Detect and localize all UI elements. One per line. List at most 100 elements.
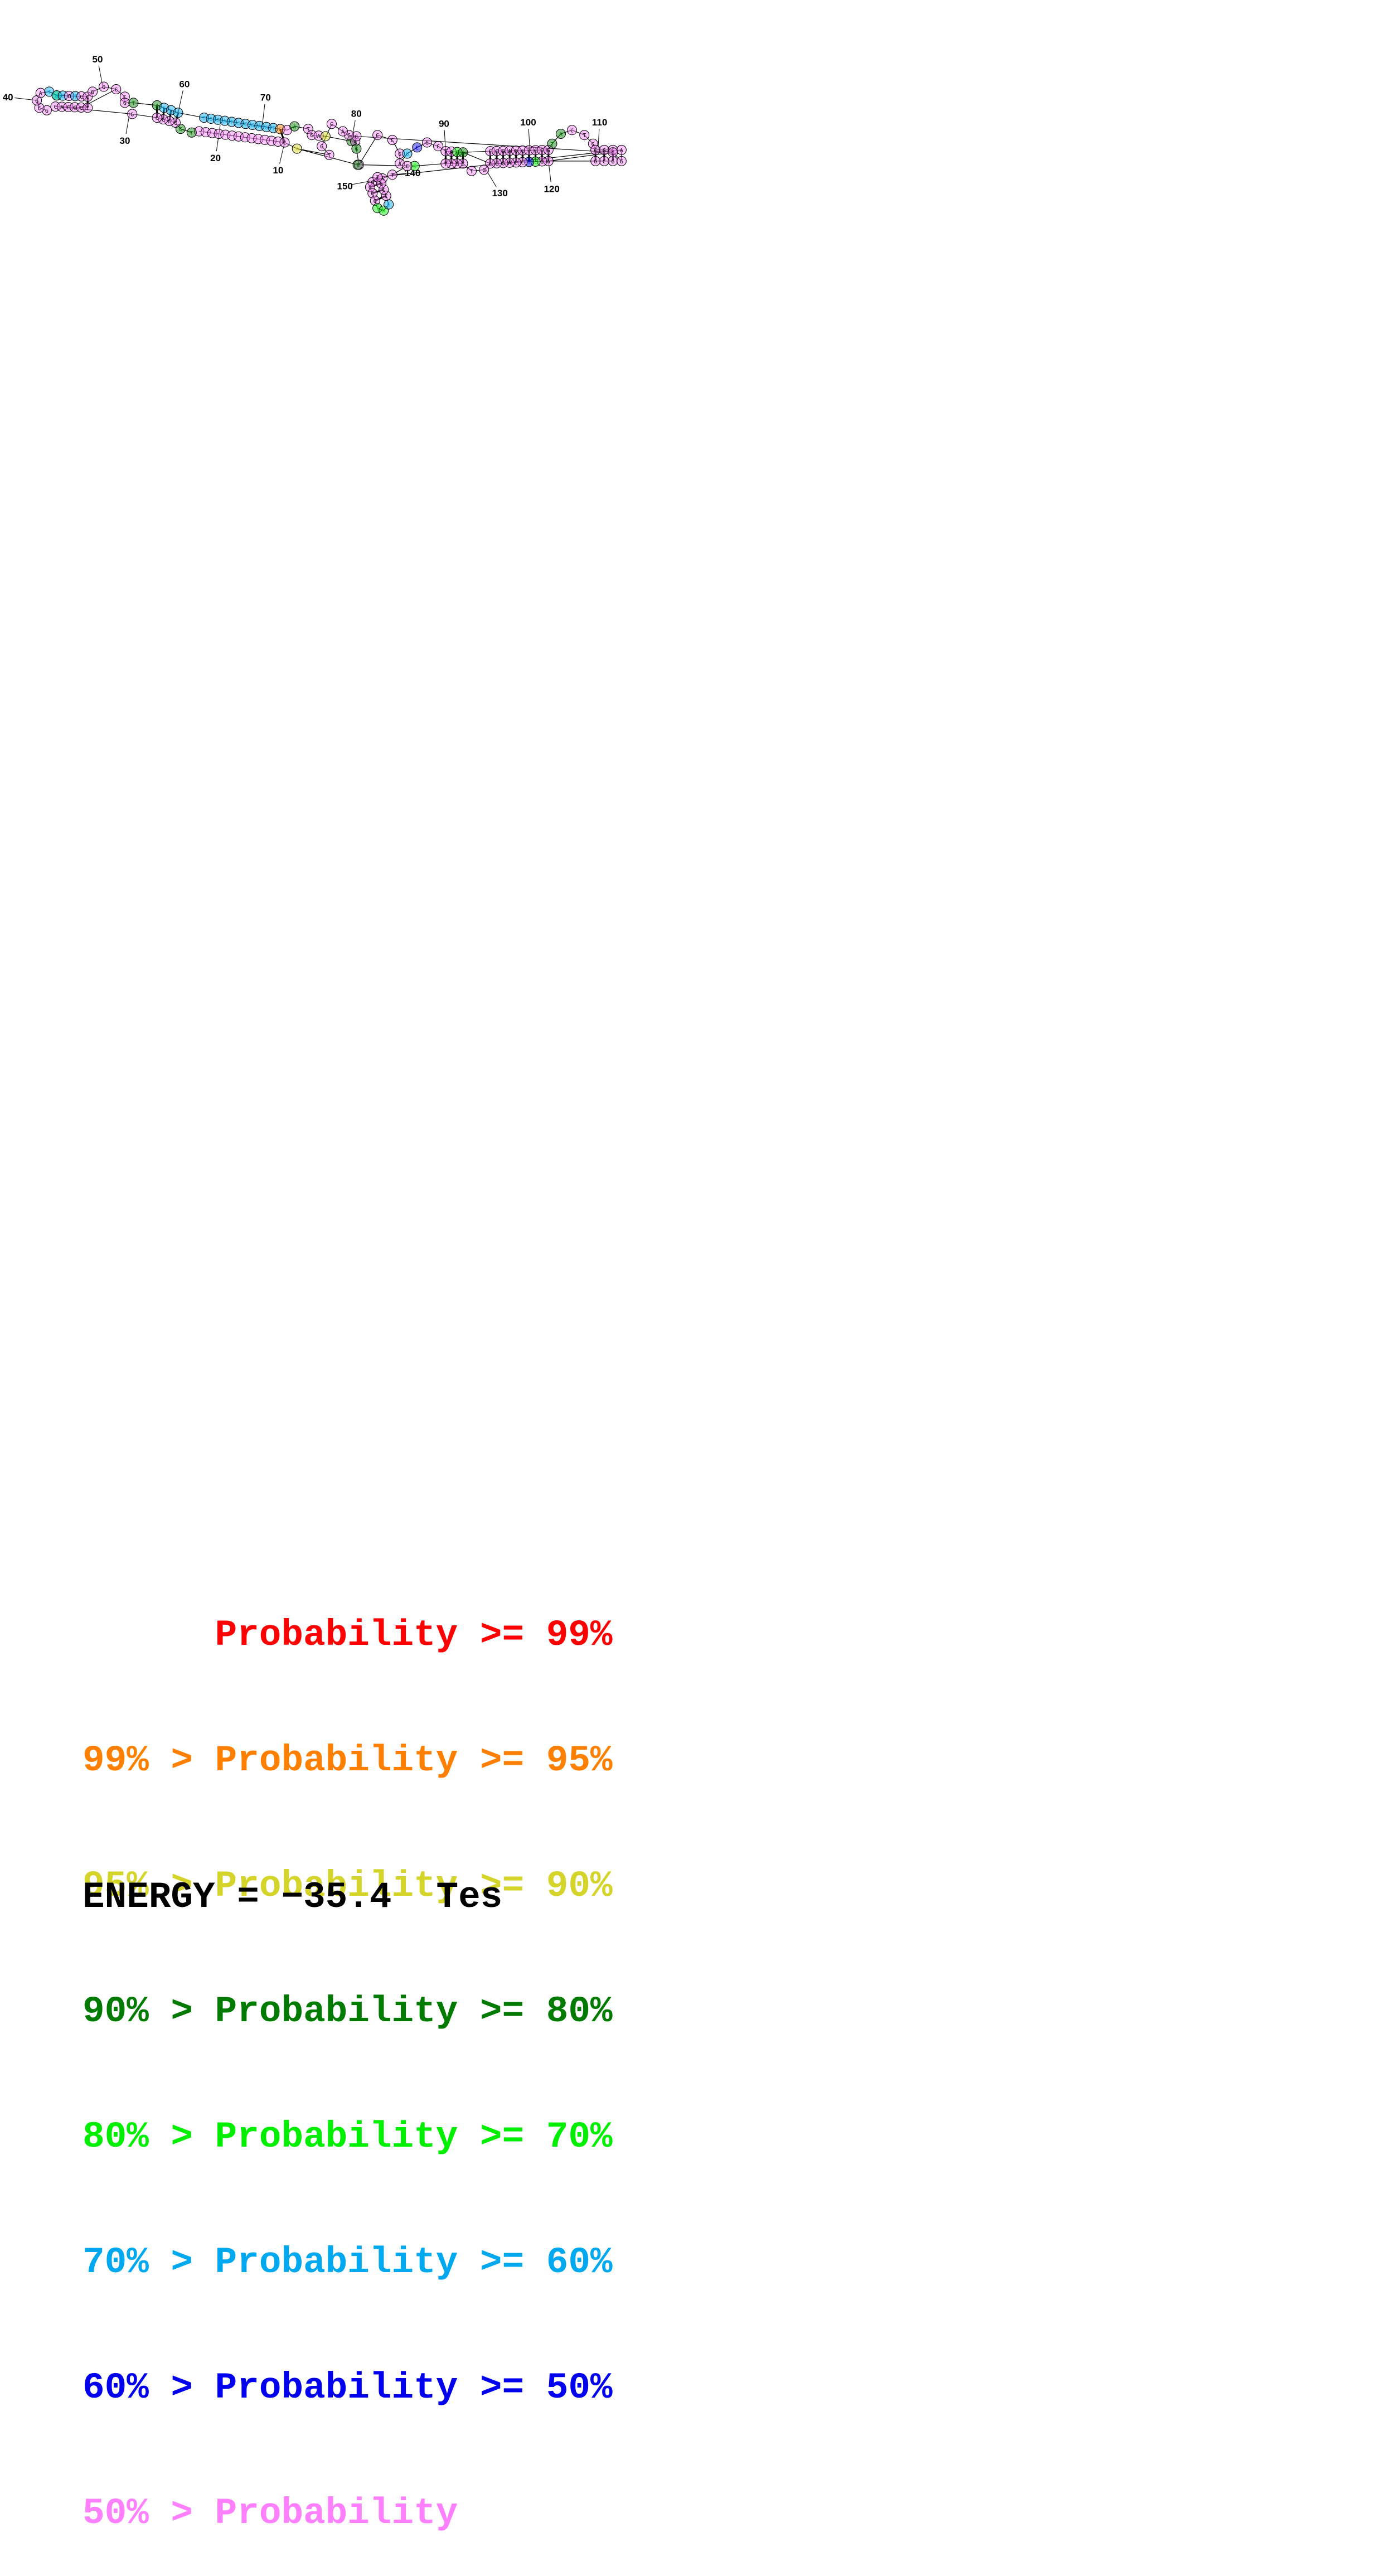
nucleotide-letter: A <box>317 133 321 139</box>
legend-row: 99% > Probability >= 95% <box>83 1740 613 1781</box>
nucleotide-letter: G <box>515 148 518 154</box>
nucleotide-letter: A <box>293 124 296 130</box>
nucleotide-letter: G <box>162 105 166 112</box>
nucleotide-letter: C <box>495 149 498 155</box>
nucleotide-letter: G <box>320 144 323 150</box>
nucleotide: T <box>353 160 362 170</box>
nucleotide-letter: T <box>86 105 89 112</box>
nucleotide-letter: C <box>38 105 41 112</box>
nucleotide-letter: C <box>385 193 388 200</box>
structure-name: Tes <box>437 1876 503 1918</box>
legend-row: 90% > Probability >= 80% <box>83 1991 613 2032</box>
nucleotide-letter: G <box>547 148 550 154</box>
nucleotide-letter: G <box>461 150 464 156</box>
nucleotide-letter: C <box>324 134 327 140</box>
nucleotide-letter: C <box>603 159 606 165</box>
nucleotide-letter: C <box>521 160 524 166</box>
nucleotide: A <box>36 88 45 98</box>
nucleotide-letter: G <box>413 164 416 170</box>
nucleotide-letter: G <box>603 148 606 154</box>
nucleotide: C <box>280 138 289 147</box>
nucleotide-letter: C <box>570 128 574 134</box>
legend-prefix: 70% > <box>83 2241 215 2283</box>
nucleotide: T <box>387 170 397 180</box>
legend-prefix: 50% > <box>83 2492 215 2534</box>
nucleotide: T <box>467 166 477 176</box>
nucleotide-letter: G <box>35 98 38 104</box>
nucleotide-letter: A <box>508 161 511 167</box>
nucleotide-letter: G <box>502 149 505 155</box>
position-label: 80 <box>351 109 362 119</box>
nucleotide-letter: T <box>190 130 193 137</box>
nucleotide-letter: C <box>80 105 83 112</box>
nucleotide: G <box>617 156 626 166</box>
nucleotide-letter: G <box>594 159 597 165</box>
nucleotide: T <box>373 172 382 182</box>
nucleotide: C <box>608 148 618 157</box>
nucleotide-letter: T <box>391 172 394 178</box>
nucleotide-letter: C <box>521 148 524 154</box>
nucleotide: G <box>423 138 432 147</box>
nucleotide-letter: G <box>425 141 429 147</box>
nucleotide-letter: C <box>391 138 394 144</box>
nucleotide-letter: C <box>67 105 70 111</box>
nucleotide-letter: G <box>265 125 268 131</box>
legend-prefix: 80% > <box>83 2116 215 2158</box>
nucleotide-letter: C <box>488 161 492 167</box>
legend-label: Probability >= 80% <box>215 1991 613 2032</box>
nucleotide: G <box>599 145 609 154</box>
position-label: 10 <box>273 165 283 176</box>
position-label: 150 <box>337 181 353 191</box>
nucleotide-letter: A <box>39 91 42 97</box>
position-label: 110 <box>592 117 607 128</box>
nucleotide-letter: T <box>327 153 331 159</box>
nucleotide-letter: C <box>415 145 419 151</box>
position-tick <box>263 104 265 125</box>
legend-row: 60% > Probability >= 50% <box>83 2367 613 2409</box>
position-label: 30 <box>120 135 130 146</box>
nucleotide-letter: C <box>382 187 385 193</box>
nucleotide: A <box>617 145 626 154</box>
nucleotide: G <box>608 156 618 166</box>
nucleotide-letter: T <box>444 161 447 167</box>
nucleotide: C <box>327 119 336 129</box>
nucleotide-letter: T <box>527 159 531 166</box>
nucleotide-letter: C <box>437 144 440 150</box>
nucleotide-letter: C <box>488 149 492 155</box>
legend-prefix: 99% > <box>83 1740 215 1781</box>
nucleotide: C <box>413 143 422 152</box>
nucleotide-letter: C <box>330 122 333 128</box>
nucleotide-letter: C <box>376 133 379 139</box>
nucleotide-letter: A <box>398 161 401 167</box>
nucleotide: C <box>387 135 397 145</box>
nucleotide: G <box>591 156 600 166</box>
legend-label: Probability >= 99% <box>215 1614 613 1656</box>
nucleotide-letter: C <box>86 94 89 100</box>
legend-row: 80% > Probability >= 70% <box>83 2116 613 2158</box>
nucleotide: T <box>441 159 450 168</box>
nucleotide-letter: C <box>67 94 71 100</box>
nucleotide: A <box>338 127 347 136</box>
nucleotide-letter: C <box>73 105 76 111</box>
nucleotide-letter: C <box>169 108 173 114</box>
nucleotide: T <box>187 128 196 137</box>
nucleotide: G <box>99 82 109 91</box>
nucleotide: C <box>173 108 183 118</box>
nucleotide-letter: A <box>559 132 563 138</box>
nucleotide-letter: C <box>534 148 537 154</box>
nucleotide-letter: C <box>61 94 65 100</box>
nucleotide-letter: T <box>550 142 554 148</box>
nucleotide: T <box>129 98 138 108</box>
position-label: 50 <box>93 54 103 65</box>
nucleotide: C <box>599 156 609 166</box>
position-label: 40 <box>3 92 13 103</box>
nucleotide-letter: G <box>102 85 105 91</box>
nucleotide-letter: C <box>162 117 165 123</box>
nucleotide: G <box>384 200 394 209</box>
nucleotide: T <box>580 130 589 140</box>
nucleotide: G <box>403 149 412 158</box>
nucleotide-letter: G <box>355 147 358 153</box>
nucleotide: A <box>290 122 299 131</box>
